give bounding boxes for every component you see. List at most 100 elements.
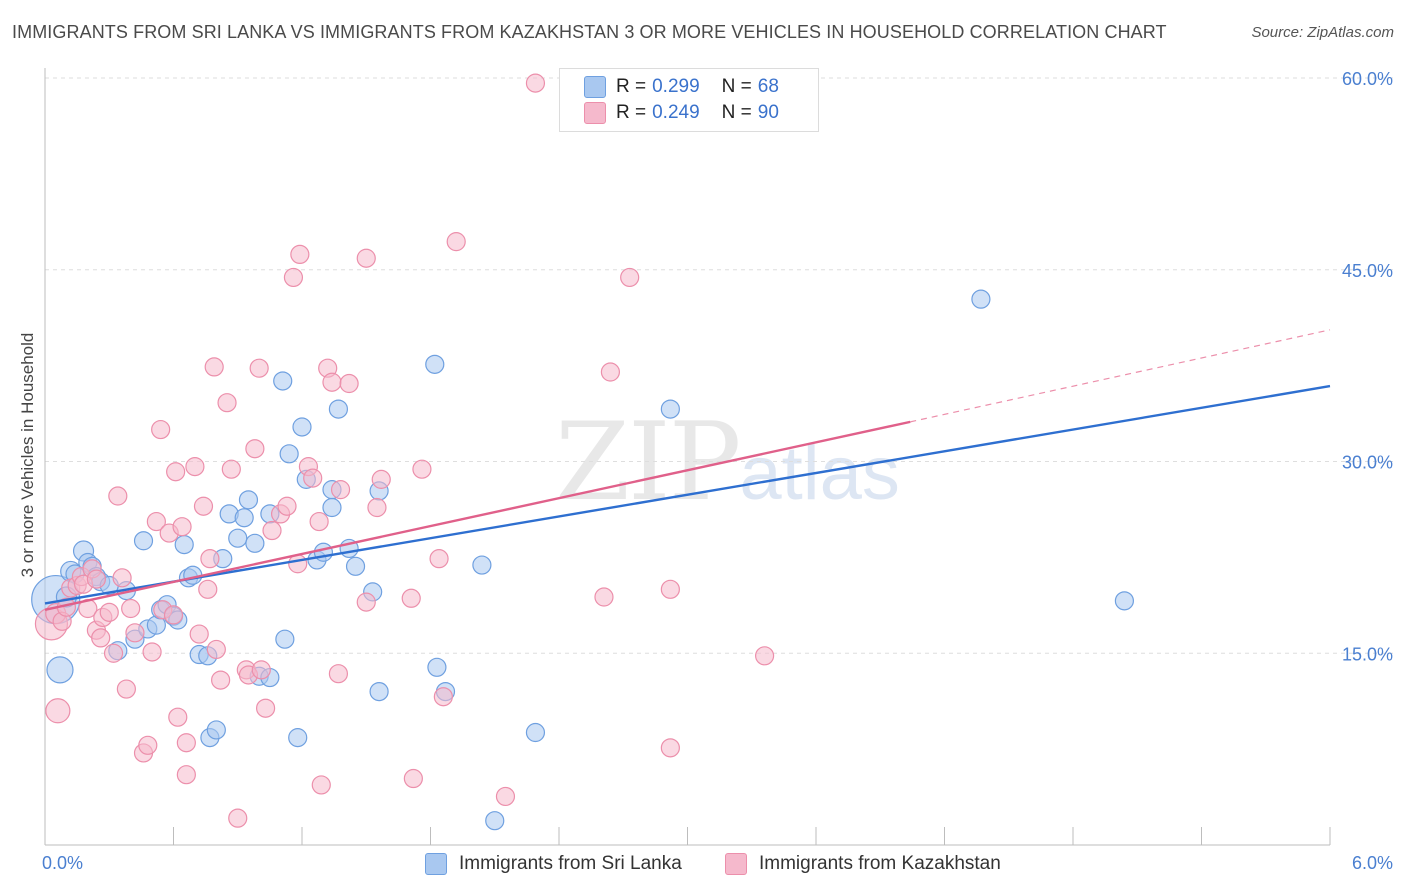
point-sri-lanka: [133, 531, 154, 551]
point-kazakhstan: [108, 486, 128, 506]
point-sri-lanka: [245, 533, 265, 553]
point-kazakhstan: [245, 439, 265, 459]
point-sri-lanka: [288, 728, 308, 748]
bottom-legend-label-sri-lanka: Immigrants from Sri Lanka: [459, 853, 682, 874]
point-kazakhstan: [125, 623, 145, 643]
point-kazakhstan: [371, 469, 391, 489]
bottom-legend-sri-lanka: Immigrants from Sri Lanka: [425, 851, 682, 877]
legend-r-value: 0.299: [652, 76, 700, 97]
trend-line-sri-lanka: [44, 384, 1331, 605]
point-kazakhstan: [620, 267, 640, 288]
point-kazakhstan: [206, 639, 226, 660]
point-kazakhstan: [151, 419, 171, 440]
point-kazakhstan: [446, 232, 466, 252]
point-kazakhstan: [121, 598, 141, 619]
point-kazakhstan: [403, 768, 423, 789]
point-sri-lanka: [369, 681, 389, 702]
point-kazakhstan: [204, 357, 224, 377]
legend-row-sri-lanka: R = 0.299 N = 68: [584, 74, 779, 100]
point-kazakhstan: [217, 393, 237, 413]
x-tick-label: 0.0%: [42, 853, 83, 873]
point-sri-lanka: [46, 656, 74, 684]
point-kazakhstan: [91, 628, 111, 648]
point-kazakhstan: [146, 511, 166, 532]
point-kazakhstan: [356, 248, 376, 268]
x-tick-label: 6.0%: [1352, 853, 1393, 873]
point-kazakhstan: [228, 808, 248, 828]
bottom-legend-label-kazakhstan: Immigrants from Kazakhstan: [759, 853, 1001, 874]
legend-r-label: R =: [616, 102, 647, 123]
point-sri-lanka: [234, 508, 254, 528]
point-kazakhstan: [86, 569, 107, 589]
y-tick-label: 45.0%: [1342, 261, 1393, 281]
point-kazakhstan: [401, 588, 421, 608]
point-sri-lanka: [238, 490, 259, 510]
legend-swatch-kazakhstan: [584, 102, 606, 124]
correlation-legend: R = 0.299 N = 68 R = 0.249 N = 90: [559, 68, 819, 132]
point-sri-lanka: [292, 417, 312, 437]
point-sri-lanka: [427, 657, 447, 677]
point-kazakhstan: [322, 372, 342, 392]
point-kazakhstan: [303, 468, 323, 488]
point-kazakhstan: [163, 605, 184, 625]
point-sri-lanka: [273, 371, 293, 391]
point-kazakhstan: [200, 549, 220, 569]
point-kazakhstan: [660, 579, 680, 599]
point-sri-lanka: [660, 399, 680, 419]
point-kazakhstan: [166, 462, 186, 482]
point-kazakhstan: [198, 579, 218, 599]
point-sri-lanka: [322, 497, 342, 518]
point-kazakhstan: [249, 358, 269, 378]
legend-r-label: R =: [616, 76, 647, 97]
trend-line-kazakhstan: [44, 420, 911, 611]
point-sri-lanka: [971, 289, 991, 309]
watermark-zip: ZIP: [555, 400, 741, 525]
legend-n-label: N =: [721, 102, 752, 123]
point-kazakhstan: [255, 698, 276, 718]
legend-swatch-sri-lanka: [584, 76, 606, 98]
point-kazakhstan: [367, 497, 387, 518]
chart-title: IMMIGRANTS FROM SRI LANKA VS IMMIGRANTS …: [12, 22, 1167, 42]
point-kazakhstan: [525, 73, 546, 93]
point-sri-lanka: [425, 354, 445, 374]
legend-n-value: 90: [757, 102, 779, 123]
point-kazakhstan: [330, 480, 351, 500]
y-tick-label: 30.0%: [1342, 453, 1393, 473]
point-kazakhstan: [251, 660, 271, 680]
point-kazakhstan: [112, 568, 132, 588]
point-sri-lanka: [525, 722, 546, 743]
legend-row-kazakhstan: R = 0.249 N = 90: [584, 100, 779, 126]
point-sri-lanka: [279, 444, 299, 464]
point-kazakhstan: [754, 646, 775, 666]
point-kazakhstan: [495, 786, 516, 807]
point-kazakhstan: [309, 511, 329, 532]
legend-n-value: 68: [757, 76, 779, 97]
point-kazakhstan: [600, 362, 621, 382]
watermark: ZIPatlas: [555, 400, 900, 525]
point-kazakhstan: [142, 642, 162, 662]
point-kazakhstan: [211, 670, 231, 690]
point-kazakhstan: [45, 698, 71, 724]
bottom-legend-kazakhstan: Immigrants from Kazakhstan: [725, 851, 1001, 877]
point-kazakhstan: [172, 517, 192, 537]
point-kazakhstan: [328, 664, 349, 684]
point-sri-lanka: [228, 528, 248, 548]
point-kazakhstan: [412, 459, 432, 479]
point-kazakhstan: [176, 733, 196, 753]
y-tick-label: 15.0%: [1342, 644, 1393, 664]
point-kazakhstan: [103, 643, 124, 663]
source-label: Source: ZipAtlas.com: [1251, 24, 1394, 41]
point-kazakhstan: [168, 707, 188, 727]
bottom-legend-swatch-sri-lanka: [425, 853, 447, 875]
bottom-legend-swatch-kazakhstan: [725, 853, 747, 875]
point-sri-lanka: [485, 811, 505, 831]
point-kazakhstan: [262, 520, 282, 541]
point-kazakhstan: [138, 735, 158, 755]
legend-r-value: 0.249: [652, 102, 700, 123]
point-sri-lanka: [472, 555, 492, 575]
legend-n-label: N =: [721, 76, 752, 97]
point-kazakhstan: [433, 687, 453, 707]
point-kazakhstan: [283, 267, 304, 288]
point-kazakhstan: [176, 765, 196, 785]
